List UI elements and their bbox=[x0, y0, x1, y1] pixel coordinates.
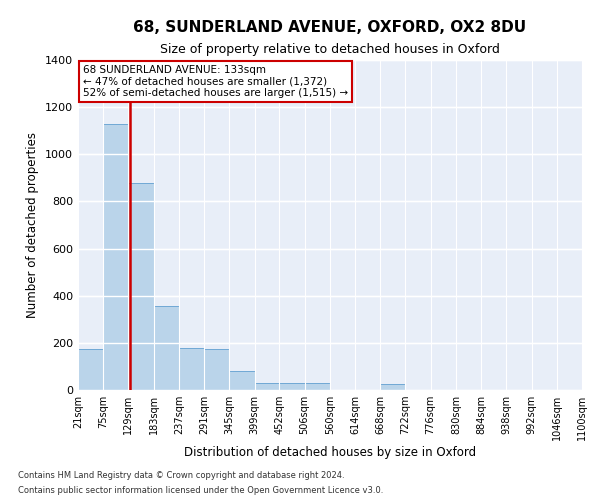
Bar bbox=[103, 124, 128, 390]
Bar bbox=[305, 383, 330, 390]
Bar bbox=[179, 348, 204, 390]
Bar bbox=[254, 383, 280, 390]
Text: Contains HM Land Registry data © Crown copyright and database right 2024.: Contains HM Land Registry data © Crown c… bbox=[18, 471, 344, 480]
X-axis label: Distribution of detached houses by size in Oxford: Distribution of detached houses by size … bbox=[184, 446, 476, 458]
Text: 68, SUNDERLAND AVENUE, OXFORD, OX2 8DU: 68, SUNDERLAND AVENUE, OXFORD, OX2 8DU bbox=[133, 20, 527, 35]
Bar bbox=[229, 371, 254, 390]
Bar bbox=[380, 384, 406, 390]
Bar bbox=[204, 349, 229, 390]
Text: Contains public sector information licensed under the Open Government Licence v3: Contains public sector information licen… bbox=[18, 486, 383, 495]
Bar bbox=[154, 306, 179, 390]
Bar bbox=[280, 383, 305, 390]
Text: Size of property relative to detached houses in Oxford: Size of property relative to detached ho… bbox=[160, 42, 500, 56]
Bar bbox=[78, 349, 103, 390]
Bar bbox=[128, 182, 154, 390]
Text: 68 SUNDERLAND AVENUE: 133sqm
← 47% of detached houses are smaller (1,372)
52% of: 68 SUNDERLAND AVENUE: 133sqm ← 47% of de… bbox=[83, 65, 348, 98]
Y-axis label: Number of detached properties: Number of detached properties bbox=[26, 132, 40, 318]
